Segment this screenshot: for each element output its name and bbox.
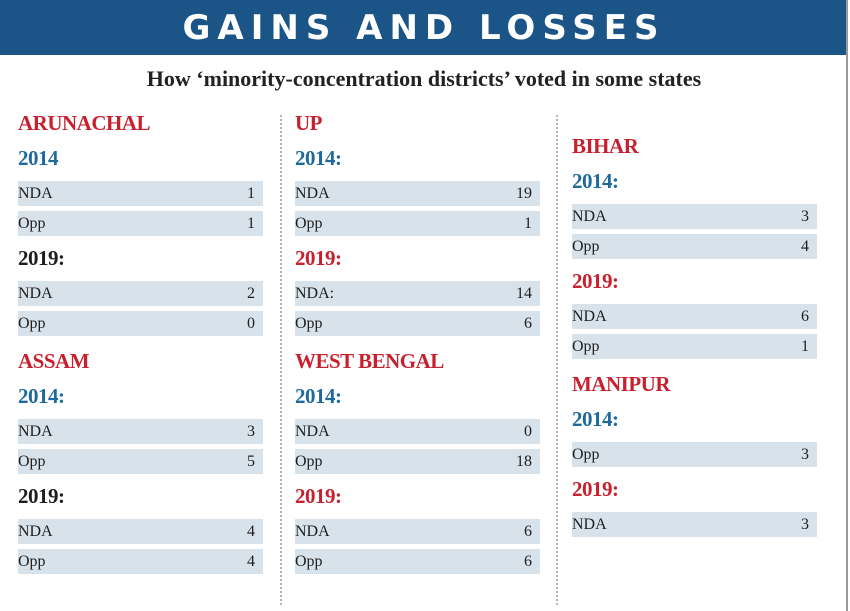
year-label: 2019: [295, 246, 342, 270]
party-label: NDA [18, 285, 53, 302]
seat-count: 3 [247, 423, 255, 440]
party-label: NDA [18, 523, 53, 540]
column-1: ARUNACHAL 2014 NDA 1 Opp 1 2019: NDA 2 Opp 0 ASSAM 2… [18, 106, 263, 579]
seat-count: 3 [801, 516, 809, 533]
title-banner: GAINS AND LOSSES [0, 0, 848, 55]
party-label: Opp [572, 238, 600, 255]
column-divider [280, 115, 282, 605]
table-row: Opp 3 [572, 442, 817, 467]
year-label: 2019: [572, 477, 619, 501]
party-label: Opp [295, 553, 323, 570]
party-label: NDA [18, 423, 53, 440]
seat-count: 3 [801, 446, 809, 463]
party-label: Opp [18, 215, 46, 232]
year-label: 2019: [18, 246, 65, 270]
party-label: NDA [295, 185, 330, 202]
year-label: 2014: [572, 407, 619, 431]
table-row: Opp 6 [295, 311, 540, 336]
table-row: Opp 6 [295, 549, 540, 574]
seat-count: 1 [801, 338, 809, 355]
title: GAINS AND LOSSES [182, 8, 666, 48]
table-row: NDA 6 [572, 304, 817, 329]
seat-count: 4 [801, 238, 809, 255]
table-row: NDA 1 [18, 181, 263, 206]
column-3: BIHAR 2014: NDA 3 Opp 4 2019: NDA 6 Opp 1 MANIPUR 20… [572, 129, 817, 542]
state-name: BIHAR [572, 134, 639, 158]
table-row: Opp 5 [18, 449, 263, 474]
party-label: Opp [295, 215, 323, 232]
seat-count: 14 [516, 285, 532, 302]
year-label: 2014: [295, 384, 342, 408]
state-name: ASSAM [18, 349, 90, 373]
party-label: Opp [18, 315, 46, 332]
seat-count: 18 [516, 453, 532, 470]
seat-count: 4 [247, 523, 255, 540]
year-label: 2014: [18, 384, 65, 408]
seat-count: 0 [247, 315, 255, 332]
seat-count: 5 [247, 453, 255, 470]
table-row: NDA 4 [18, 519, 263, 544]
seat-count: 1 [247, 215, 255, 232]
seat-count: 1 [247, 185, 255, 202]
table-row: Opp 18 [295, 449, 540, 474]
table-row: NDA 3 [572, 512, 817, 537]
state-name: MANIPUR [572, 372, 670, 396]
state-name: UP [295, 111, 323, 135]
seat-count: 1 [524, 215, 532, 232]
table-row: NDA: 14 [295, 281, 540, 306]
table-row: NDA 6 [295, 519, 540, 544]
party-label: NDA [18, 185, 53, 202]
year-label: 2014: [295, 146, 342, 170]
seat-count: 6 [524, 553, 532, 570]
seat-count: 6 [524, 523, 532, 540]
table-row: NDA 19 [295, 181, 540, 206]
subtitle: How ‘minority-concentration districts’ v… [146, 66, 702, 91]
table-row: Opp 1 [295, 211, 540, 236]
party-label: NDA [572, 208, 607, 225]
table-row: Opp 4 [18, 549, 263, 574]
party-label: NDA [295, 523, 330, 540]
table-row: Opp 4 [572, 234, 817, 259]
column-divider [556, 115, 558, 605]
party-label: Opp [572, 446, 600, 463]
year-label: 2014: [572, 169, 619, 193]
year-label: 2014 [18, 146, 59, 170]
party-label: NDA [572, 308, 607, 325]
table-row: Opp 1 [572, 334, 817, 359]
column-2: UP 2014: NDA 19 Opp 1 2019: NDA: 14 Opp 6 WEST BENG… [295, 106, 540, 579]
party-label: Opp [572, 338, 600, 355]
year-label: 2019: [295, 484, 342, 508]
state-name: ARUNACHAL [18, 111, 151, 135]
year-label: 2019: [572, 269, 619, 293]
party-label: Opp [295, 453, 323, 470]
state-name: WEST BENGAL [295, 349, 444, 373]
party-label: Opp [18, 553, 46, 570]
table-row: NDA 2 [18, 281, 263, 306]
party-label: NDA [295, 423, 330, 440]
seat-count: 6 [524, 315, 532, 332]
party-label: NDA: [295, 285, 335, 302]
seat-count: 2 [247, 285, 255, 302]
year-label: 2019: [18, 484, 65, 508]
seat-count: 3 [801, 208, 809, 225]
table-row: Opp 1 [18, 211, 263, 236]
seat-count: 19 [516, 185, 532, 202]
seat-count: 0 [524, 423, 532, 440]
party-label: Opp [18, 453, 46, 470]
seat-count: 4 [247, 553, 255, 570]
party-label: Opp [295, 315, 323, 332]
party-label: NDA [572, 516, 607, 533]
table-row: NDA 3 [18, 419, 263, 444]
right-border [846, 0, 848, 611]
table-row: NDA 0 [295, 419, 540, 444]
table-row: NDA 3 [572, 204, 817, 229]
table-row: Opp 0 [18, 311, 263, 336]
seat-count: 6 [801, 308, 809, 325]
